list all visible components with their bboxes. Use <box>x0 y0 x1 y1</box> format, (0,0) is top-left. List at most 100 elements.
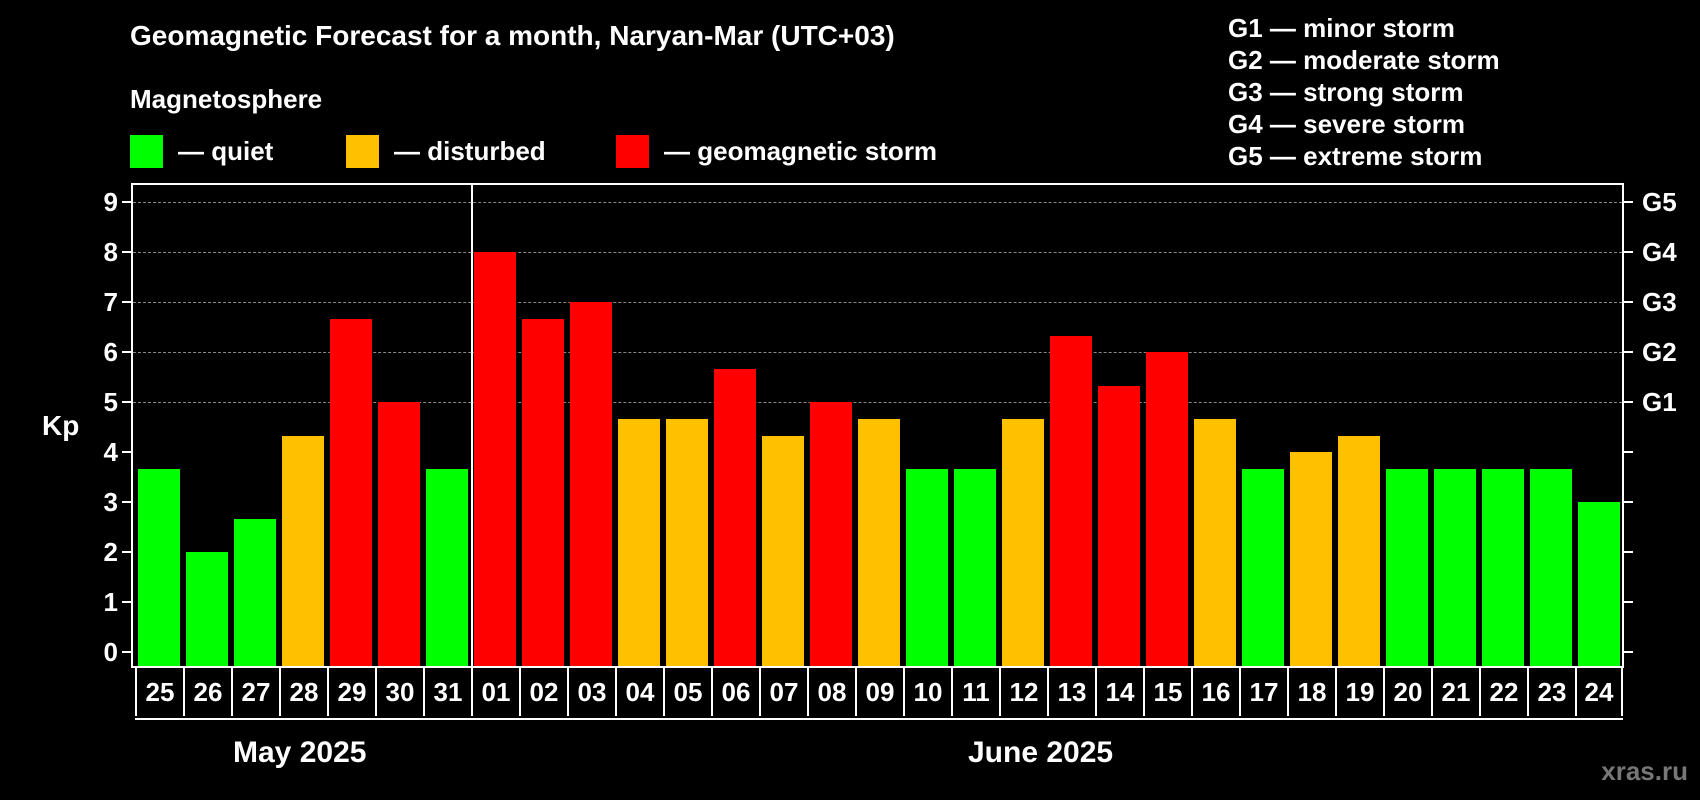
date-label: 21 <box>1431 668 1479 716</box>
bar-quiet <box>1434 468 1476 666</box>
date-label: 01 <box>471 668 519 716</box>
y-tick-label: 6 <box>103 337 118 367</box>
legend-storm-label: — geomagnetic storm <box>664 135 938 166</box>
quiet-swatch <box>130 134 163 168</box>
g-level-label: G4 <box>1642 237 1677 267</box>
bar-disturbed <box>282 435 324 666</box>
right-tick-mark <box>1624 551 1633 553</box>
date-label: 27 <box>231 668 279 716</box>
date-label: 11 <box>951 668 999 716</box>
magnetosphere-label: Magnetosphere <box>130 84 323 114</box>
date-label: 09 <box>855 668 903 716</box>
gridline-kp-9 <box>133 202 1622 203</box>
bar-quiet <box>1482 468 1524 666</box>
date-label: 23 <box>1527 668 1575 716</box>
g4-legend: G4 — severe storm <box>1228 109 1466 139</box>
bar-quiet <box>1530 468 1572 666</box>
right-tick-mark <box>1624 451 1633 453</box>
date-label: 13 <box>1047 668 1095 716</box>
right-tick-mark <box>1624 601 1633 603</box>
bar-quiet <box>1386 468 1428 666</box>
y-tick-label: 9 <box>103 187 118 217</box>
g-level-label: G2 <box>1642 337 1677 367</box>
bar-quiet <box>954 468 996 666</box>
bar-storm <box>570 302 612 666</box>
date-label: 14 <box>1095 668 1143 716</box>
date-label: 25 <box>135 668 183 716</box>
bar-quiet <box>234 518 276 666</box>
y-tick-mark <box>122 351 131 353</box>
right-tick-mark <box>1624 651 1633 653</box>
y-tick-label: 3 <box>103 487 118 517</box>
date-label: 28 <box>279 668 327 716</box>
month-label-june: June 2025 <box>968 736 1114 769</box>
bar-quiet <box>906 468 948 666</box>
date-label: 30 <box>375 668 423 716</box>
y-tick-mark <box>122 201 131 203</box>
date-label: 10 <box>903 668 951 716</box>
bar-quiet <box>138 468 180 666</box>
bar-storm <box>714 368 756 666</box>
y-tick-label: 8 <box>103 237 118 267</box>
y-tick-mark <box>122 251 131 253</box>
date-label: 16 <box>1191 668 1239 716</box>
date-label: 31 <box>423 668 471 716</box>
date-label: 04 <box>615 668 663 716</box>
disturbed-swatch <box>346 134 379 168</box>
gridline-kp-7 <box>133 302 1622 303</box>
bar-disturbed <box>858 418 900 666</box>
right-tick-mark <box>1624 501 1633 503</box>
date-label: 22 <box>1479 668 1527 716</box>
bar-quiet <box>1242 468 1284 666</box>
legend-storm: — geomagnetic storm <box>616 134 937 168</box>
bar-quiet <box>426 468 468 666</box>
y-axis-label: Kp <box>42 410 80 441</box>
y-tick-mark <box>122 551 131 553</box>
date-label: 06 <box>711 668 759 716</box>
y-tick-label: 5 <box>103 387 118 417</box>
y-tick-mark <box>122 501 131 503</box>
bar-storm <box>474 252 516 666</box>
bar-storm <box>522 318 564 666</box>
date-label: 18 <box>1287 668 1335 716</box>
chart-title: Geomagnetic Forecast for a month, Naryan… <box>130 20 895 51</box>
y-tick-mark <box>122 601 131 603</box>
y-tick-label: 7 <box>103 287 118 317</box>
g3-legend: G3 — strong storm <box>1228 77 1464 107</box>
legend-disturbed-label: — disturbed <box>394 135 546 166</box>
bar-storm <box>378 402 420 666</box>
g-scale-legend: G1 — minor storm G2 — moderate storm G3 … <box>1228 12 1500 172</box>
watermark: xras.ru <box>1601 756 1688 786</box>
bar-storm <box>1050 335 1092 666</box>
bar-disturbed <box>1194 418 1236 666</box>
g-level-label: G5 <box>1642 187 1677 217</box>
date-axis: 25 26 27 28 29 30 31 01 02 03 04 05 06 07 08 09 10 11 12 13… <box>135 668 1623 720</box>
bar-quiet <box>1578 502 1620 666</box>
bar-storm <box>1098 385 1140 666</box>
date-label: 02 <box>519 668 567 716</box>
g1-legend: G1 — minor storm <box>1228 13 1455 43</box>
month-label-may: May 2025 <box>233 736 367 769</box>
date-label: 20 <box>1383 668 1431 716</box>
bar-quiet <box>186 552 228 666</box>
month-divider <box>471 185 473 666</box>
bar-disturbed <box>1338 435 1380 666</box>
bar-storm <box>330 318 372 666</box>
bar-storm <box>1146 352 1188 666</box>
legend-quiet: — quiet <box>130 134 273 168</box>
y-tick-mark <box>122 451 131 453</box>
bar-disturbed <box>1002 418 1044 666</box>
date-label: 26 <box>183 668 231 716</box>
legend-disturbed: — disturbed <box>346 134 546 168</box>
date-label: 08 <box>807 668 855 716</box>
y-tick-mark <box>122 401 131 403</box>
y-tick-label: 0 <box>103 637 118 667</box>
g-level-label: G1 <box>1642 387 1677 417</box>
bar-disturbed <box>666 418 708 666</box>
g-level-label: G3 <box>1642 287 1677 317</box>
date-label: 03 <box>567 668 615 716</box>
date-label: 15 <box>1143 668 1191 716</box>
date-label: 12 <box>999 668 1047 716</box>
gridline-kp-6 <box>133 352 1622 353</box>
gridline-kp-5 <box>133 402 1622 403</box>
